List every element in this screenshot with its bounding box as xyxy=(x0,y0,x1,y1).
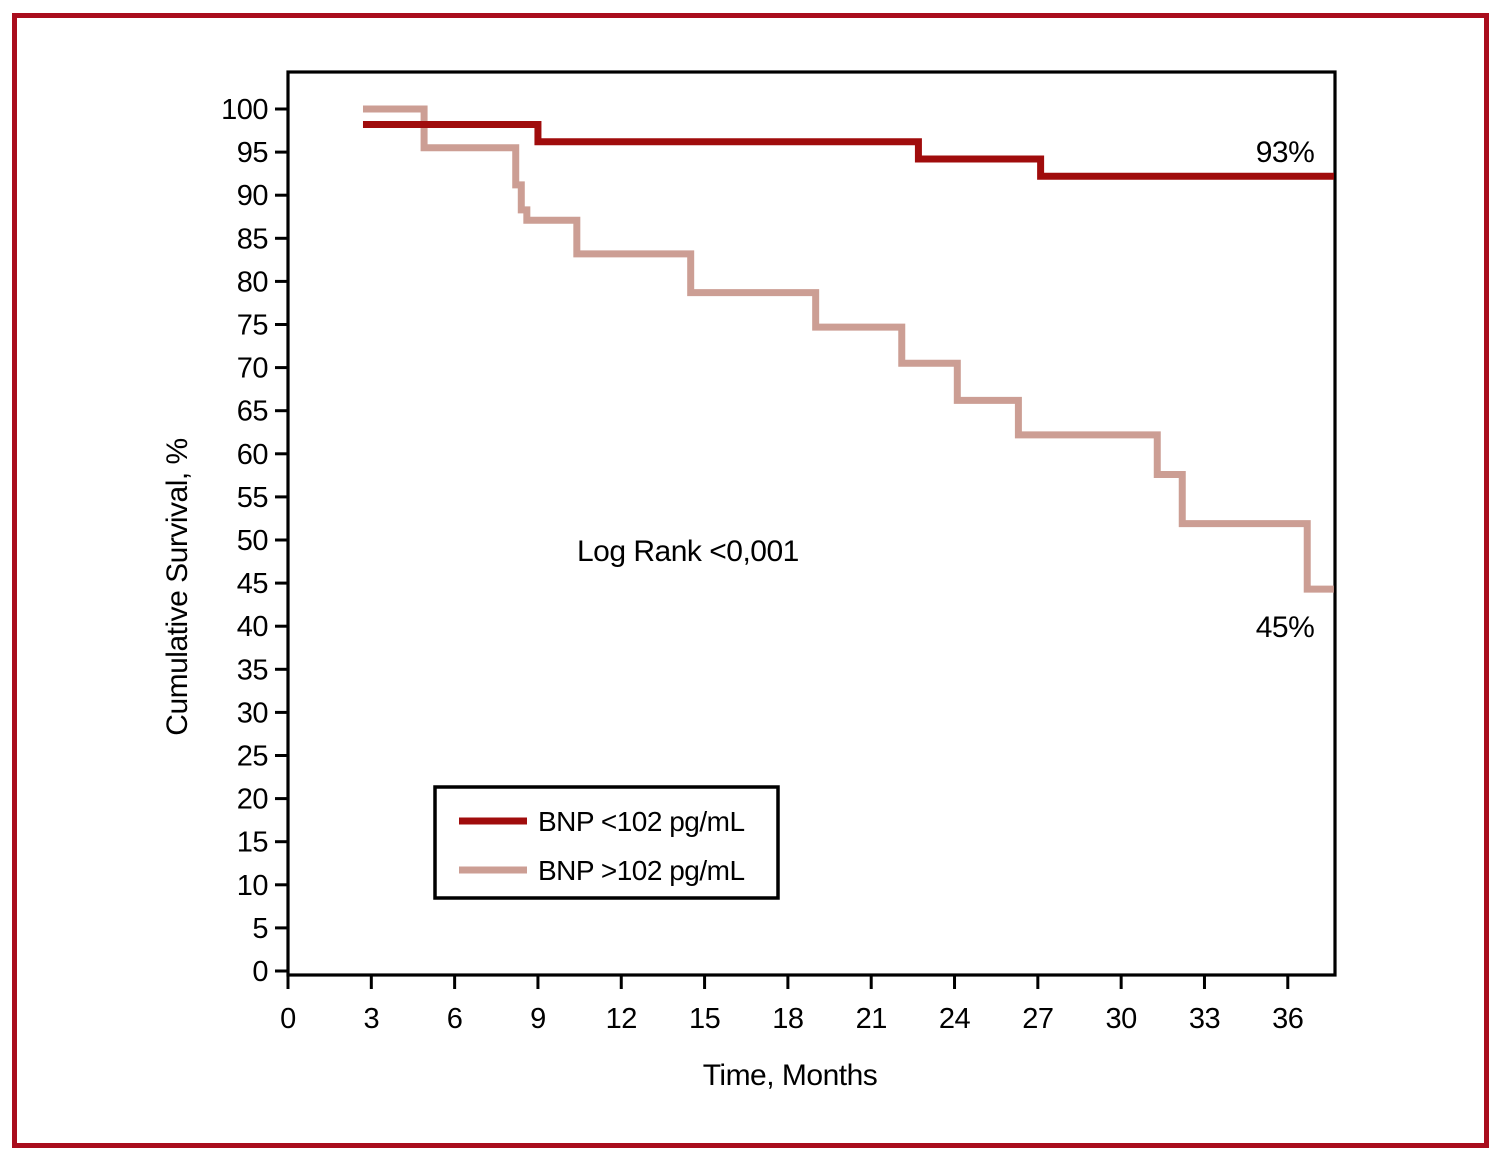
y-axis-tick-label: 10 xyxy=(237,870,268,902)
x-axis-title: Time, Months xyxy=(703,1059,878,1092)
y-axis-tick-label: 70 xyxy=(237,353,268,385)
y-axis-tick-label: 65 xyxy=(237,396,268,428)
figure-border xyxy=(12,13,1489,1148)
y-axis-tick-label: 15 xyxy=(237,827,268,859)
y-axis-tick-label: 100 xyxy=(221,94,268,126)
x-axis-tick-label: 12 xyxy=(606,1003,637,1035)
x-axis-tick-label: 0 xyxy=(280,1003,296,1035)
annotation-log-rank: Log Rank <0,001 xyxy=(577,535,799,568)
y-axis-tick-label: 55 xyxy=(237,482,268,514)
x-axis: 0 3 6 9 12 15 18 21 24 27 30 33 36 xyxy=(280,975,1304,1035)
y-axis-tick-label: 35 xyxy=(237,654,268,686)
legend-label-bnp-lt-102: BNP <102 pg/mL xyxy=(538,806,745,837)
x-axis-tick-label: 3 xyxy=(363,1003,379,1035)
y-axis-tick-label: 5 xyxy=(252,913,268,945)
x-axis-tick-label: 15 xyxy=(689,1003,720,1035)
y-axis-tick-label: 95 xyxy=(237,137,268,169)
y-axis: 0 5 10 15 20 25 30 35 40 45 50 55 60 65 70 75 80 85 90 95 10… xyxy=(221,94,288,988)
legend-label-bnp-gt-102: BNP >102 pg/mL xyxy=(538,855,745,886)
y-axis-tick-label: 85 xyxy=(237,223,268,255)
series-line-bnp-gt-102 xyxy=(362,105,1334,593)
y-axis-tick-label: 80 xyxy=(237,266,268,298)
legend-box xyxy=(433,785,780,900)
y-axis-tick-label: 25 xyxy=(237,741,268,773)
legend: BNP <102 pg/mL BNP >102 pg/mL xyxy=(433,785,780,900)
y-axis-tick-label: 50 xyxy=(237,525,268,557)
plot-border xyxy=(286,70,1337,977)
x-axis-tick-label: 21 xyxy=(856,1003,887,1035)
y-axis-tick-label: 0 xyxy=(252,956,268,988)
y-axis-title: Cumulative Survival, % xyxy=(161,438,194,735)
y-axis-tick-label: 20 xyxy=(237,784,268,816)
y-axis-tick-label: 60 xyxy=(237,439,268,471)
x-axis-tick-label: 30 xyxy=(1106,1003,1137,1035)
x-axis-tick-label: 27 xyxy=(1022,1003,1053,1035)
annotation-label-93: 93% xyxy=(1256,136,1315,169)
y-axis-tick-label: 90 xyxy=(237,180,268,212)
y-axis-tick-label: 30 xyxy=(237,697,268,729)
y-axis-tick-label: 40 xyxy=(237,611,268,643)
x-axis-tick-label: 33 xyxy=(1189,1003,1220,1035)
x-axis-tick-label: 18 xyxy=(772,1003,803,1035)
y-axis-tick-label: 45 xyxy=(237,568,268,600)
x-axis-tick-label: 24 xyxy=(939,1003,971,1035)
x-axis-tick-label: 36 xyxy=(1272,1003,1303,1035)
x-axis-tick-label: 6 xyxy=(447,1003,463,1035)
annotation-label-45: 45% xyxy=(1256,611,1315,644)
x-axis-tick-label: 9 xyxy=(530,1003,546,1035)
series-line-bnp-lt-102 xyxy=(362,121,1334,180)
y-axis-tick-label: 75 xyxy=(237,310,268,342)
